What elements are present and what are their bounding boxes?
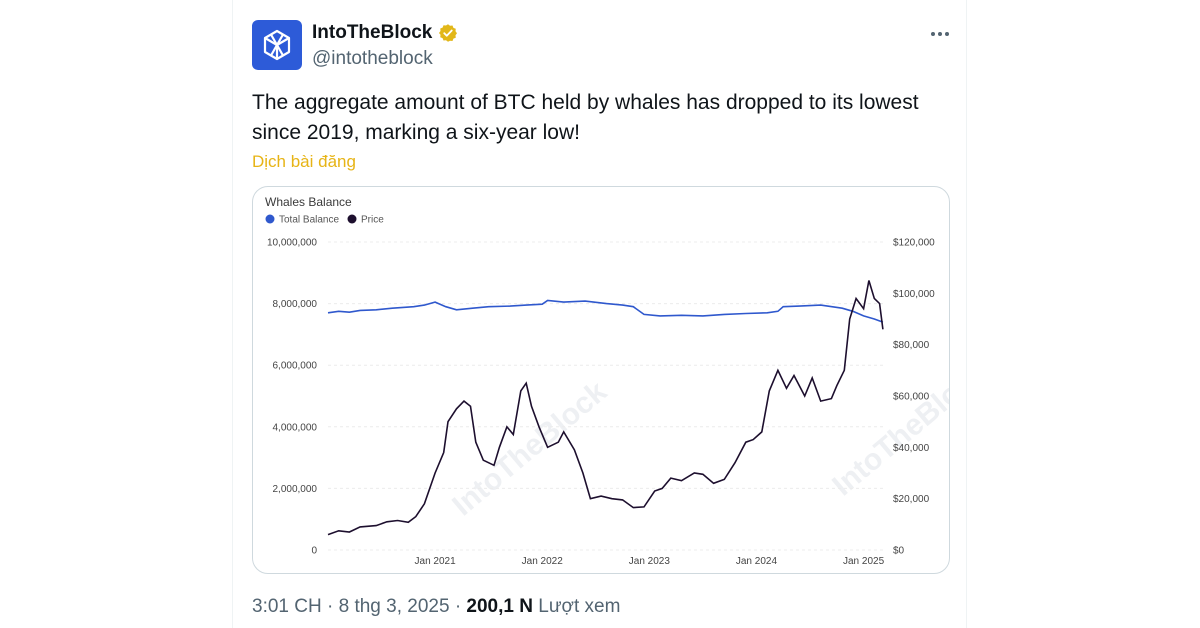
- tweet-time[interactable]: 3:01 CH: [252, 596, 322, 617]
- more-dots-icon: [931, 32, 949, 36]
- legend-swatch-balance: [265, 214, 275, 224]
- legend-swatch-price: [347, 214, 357, 224]
- right-axis-ticks: $0 $20,000 $40,000 $60,000 $80,000 $100,000 $1…: [893, 238, 935, 557]
- series-line-total-balance: [327, 299, 884, 323]
- right-tick-label: $40,000: [893, 443, 930, 454]
- legend: Total Balance Price: [265, 214, 384, 226]
- view-count-label: Lượt xem: [538, 596, 621, 617]
- whales-balance-chart: IntoTheBlock IntoTheBlock Whales Balance …: [265, 195, 950, 567]
- x-tick-label: Jan 2022: [522, 556, 564, 567]
- tweet-date[interactable]: 8 thg 3, 2025: [338, 596, 450, 617]
- timeline-left-border: [232, 0, 233, 628]
- left-tick-label: 4,000,000: [273, 422, 318, 433]
- x-tick-label: Jan 2023: [629, 556, 671, 567]
- author-display-name[interactable]: IntoTheBlock: [312, 22, 433, 43]
- timeline-right-border: [966, 0, 967, 628]
- right-tick-label: $60,000: [893, 392, 930, 403]
- left-tick-label: 0: [311, 546, 317, 557]
- x-axis-ticks: Jan 2021 Jan 2022 Jan 2023 Jan 2024 Jan 2025: [415, 556, 885, 567]
- author-name-row: IntoTheBlock: [312, 22, 458, 44]
- watermark-text: IntoTheBlock: [826, 355, 950, 503]
- left-tick-label: 2,000,000: [273, 484, 318, 495]
- more-options-button[interactable]: [928, 24, 952, 44]
- right-tick-label: $0: [893, 546, 905, 557]
- right-tick-label: $20,000: [893, 494, 930, 505]
- chart-image-card[interactable]: IntoTheBlock IntoTheBlock Whales Balance …: [252, 186, 950, 574]
- verified-badge-icon: [439, 24, 458, 42]
- author-handle[interactable]: @intotheblock: [312, 48, 433, 69]
- x-tick-label: Jan 2025: [843, 556, 885, 567]
- x-tick-label: Jan 2021: [415, 556, 457, 567]
- translate-post-link[interactable]: Dịch bài đăng: [252, 152, 356, 171]
- left-tick-label: 8,000,000: [273, 299, 318, 310]
- right-tick-label: $80,000: [893, 340, 930, 351]
- tweet-metadata: 3:01 CH · 8 thg 3, 2025 · 200,1 N Lượt x…: [252, 596, 620, 618]
- legend-label-balance: Total Balance: [279, 215, 339, 226]
- left-tick-label: 10,000,000: [267, 238, 317, 249]
- left-tick-label: 6,000,000: [273, 361, 318, 372]
- right-tick-label: $120,000: [893, 238, 935, 249]
- series-line-price: [327, 280, 884, 536]
- right-tick-label: $100,000: [893, 289, 935, 300]
- left-axis-ticks: 0 2,000,000 4,000,000 6,000,000 8,000,000 10,…: [267, 238, 318, 557]
- view-count: 200,1 N: [466, 596, 533, 617]
- legend-label-price: Price: [361, 215, 384, 226]
- chart-title: Whales Balance: [265, 195, 352, 209]
- meta-separator: ·: [454, 596, 462, 617]
- watermark-group: IntoTheBlock IntoTheBlock: [446, 355, 950, 523]
- x-tick-label: Jan 2024: [736, 556, 778, 567]
- tweet-text: The aggregate amount of BTC held by whal…: [252, 91, 919, 144]
- avatar[interactable]: [252, 20, 302, 70]
- intotheblock-logo-icon: [263, 29, 291, 61]
- meta-separator: ·: [326, 596, 334, 617]
